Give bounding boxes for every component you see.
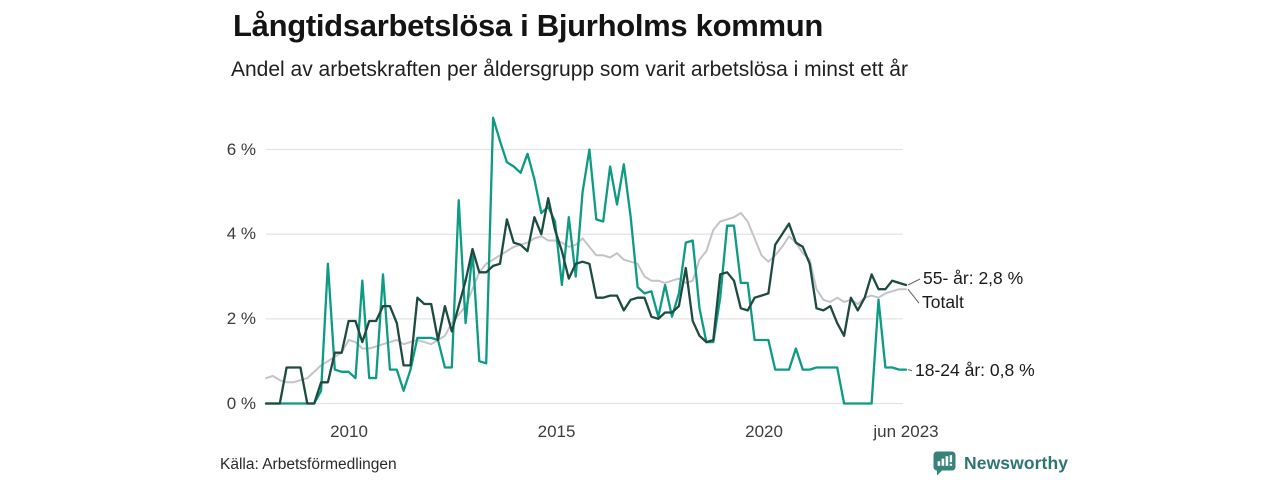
brand-name: Newsworthy [964,453,1069,473]
series-end-label: Totalt [922,292,964,313]
label-connector [907,278,921,286]
source-note: Källa: Arbetsförmedlingen [220,456,397,473]
chart-subtitle: Andel av arbetskraften per åldersgrupp s… [231,58,908,81]
series-line-18-24-r [264,116,908,405]
newsworthy-icon [933,451,956,476]
y-tick-label: 0 % [226,393,256,413]
x-tick-label: 2010 [330,422,368,441]
x-tick-label: 2020 [745,422,783,441]
x-tick-label: jun 2023 [873,422,939,441]
series-line-55-r [264,197,908,405]
x-tick-label: 2015 [537,422,576,441]
series-end-label: 18-24 år: 0,8 % [915,359,1035,380]
series-end-label: 55- år: 2,8 % [923,267,1024,288]
label-connector [907,288,920,304]
y-tick-label: 6 % [226,139,256,159]
label-connector [907,369,913,372]
series-line-totalt [265,212,907,384]
chart-title: Långtidsarbetslösa i Bjurholms kommun [233,8,824,43]
brand-logo: Newsworthy [933,451,1068,476]
y-tick-label: 2 % [226,308,256,328]
y-tick-label: 4 % [226,224,256,244]
